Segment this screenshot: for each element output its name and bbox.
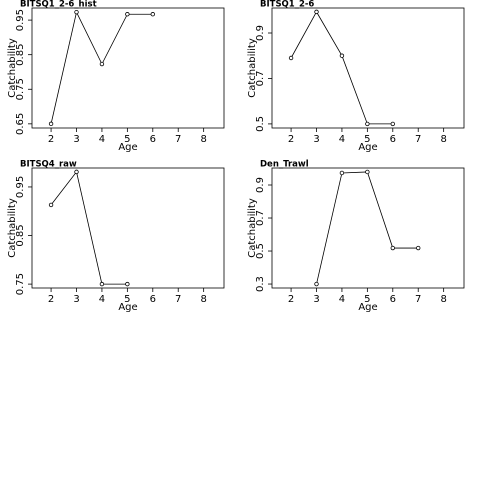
chart-title: Den_Trawl bbox=[260, 160, 309, 170]
point bbox=[74, 169, 79, 175]
y-tick-label: 0.3 bbox=[255, 276, 266, 292]
point bbox=[288, 55, 294, 61]
x-tick-label: 7 bbox=[415, 294, 421, 305]
y-tick-label: 0.9 bbox=[255, 25, 266, 41]
point bbox=[339, 170, 345, 176]
y-tick-label: 0.5 bbox=[255, 243, 266, 259]
point bbox=[99, 61, 105, 67]
point bbox=[390, 245, 395, 251]
y-tick-label: 0.7 bbox=[255, 71, 266, 87]
point bbox=[365, 121, 370, 127]
y-tick-label: 0.85 bbox=[15, 44, 26, 66]
x-tick-label: 8 bbox=[440, 294, 446, 305]
x-tick-label: 3 bbox=[73, 294, 79, 305]
y-tick-label: 0.9 bbox=[255, 177, 266, 193]
point bbox=[48, 202, 54, 208]
point bbox=[314, 281, 319, 287]
point bbox=[74, 9, 79, 15]
plot-frame bbox=[271, 7, 465, 129]
y-tick-label: 0.7 bbox=[255, 210, 266, 226]
series-line bbox=[316, 171, 419, 285]
point bbox=[125, 281, 130, 287]
point bbox=[125, 12, 130, 17]
y-axis-label: Catchability bbox=[7, 198, 18, 258]
chart-title: BITSQ1_2-6 bbox=[260, 0, 314, 10]
y-tick-label: 0.75 bbox=[15, 78, 26, 100]
x-tick-label: 6 bbox=[150, 294, 156, 305]
series-line bbox=[50, 10, 153, 124]
point bbox=[314, 9, 319, 15]
x-tick-label: 4 bbox=[339, 134, 345, 145]
y-axis-label: Catchability bbox=[247, 38, 258, 98]
x-tick-label: 8 bbox=[200, 134, 206, 145]
x-tick-label: 8 bbox=[440, 134, 446, 145]
x-tick-label: 7 bbox=[175, 134, 181, 145]
x-tick-label: 5 bbox=[124, 134, 130, 145]
y-tick-label: 0.95 bbox=[15, 176, 26, 198]
point bbox=[48, 121, 54, 127]
x-tick-label: 6 bbox=[390, 134, 396, 145]
chart-title: BITSQ4_raw bbox=[20, 160, 77, 170]
x-tick-label: 7 bbox=[175, 294, 181, 305]
x-tick-label: 8 bbox=[200, 294, 206, 305]
x-tick-label: 2 bbox=[288, 134, 294, 145]
point bbox=[339, 53, 345, 58]
x-tick-label: 5 bbox=[124, 294, 130, 305]
x-tick-label: 5 bbox=[364, 134, 370, 145]
x-tick-label: 2 bbox=[48, 134, 54, 145]
x-axis-label: Age bbox=[358, 142, 377, 153]
y-tick-label: 0.65 bbox=[15, 113, 26, 135]
x-tick-label: 3 bbox=[73, 134, 79, 145]
y-tick-label: 0.75 bbox=[15, 273, 26, 295]
y-tick-label: 0.5 bbox=[255, 116, 266, 132]
x-tick-label: 3 bbox=[313, 134, 319, 145]
x-tick-label: 2 bbox=[288, 294, 294, 305]
y-axis-label: Catchability bbox=[7, 38, 18, 98]
plot-frame bbox=[31, 167, 225, 289]
x-axis-label: Age bbox=[118, 142, 137, 153]
x-axis-label: Age bbox=[358, 302, 377, 313]
plot-frame bbox=[271, 167, 465, 289]
y-tick-label: 0.85 bbox=[15, 224, 26, 246]
x-axis-label: Age bbox=[118, 302, 137, 313]
x-tick-label: 6 bbox=[150, 134, 156, 145]
x-tick-label: 4 bbox=[99, 134, 105, 145]
point bbox=[365, 169, 370, 175]
point bbox=[99, 281, 105, 287]
x-tick-label: 6 bbox=[390, 294, 396, 305]
x-tick-label: 3 bbox=[313, 294, 319, 305]
chart-title: BITSQ1_2-6_hist bbox=[20, 0, 97, 10]
y-tick-label: 0.95 bbox=[15, 9, 26, 31]
x-tick-label: 7 bbox=[415, 134, 421, 145]
series-line bbox=[290, 11, 393, 125]
y-axis-label: Catchability bbox=[247, 198, 258, 258]
point bbox=[390, 121, 395, 127]
plot-frame bbox=[31, 7, 225, 129]
x-tick-label: 4 bbox=[339, 294, 345, 305]
point bbox=[416, 245, 421, 251]
x-tick-label: 5 bbox=[364, 294, 370, 305]
point bbox=[150, 12, 155, 17]
series-line bbox=[50, 170, 128, 285]
x-tick-label: 2 bbox=[48, 294, 54, 305]
x-tick-label: 4 bbox=[99, 294, 105, 305]
